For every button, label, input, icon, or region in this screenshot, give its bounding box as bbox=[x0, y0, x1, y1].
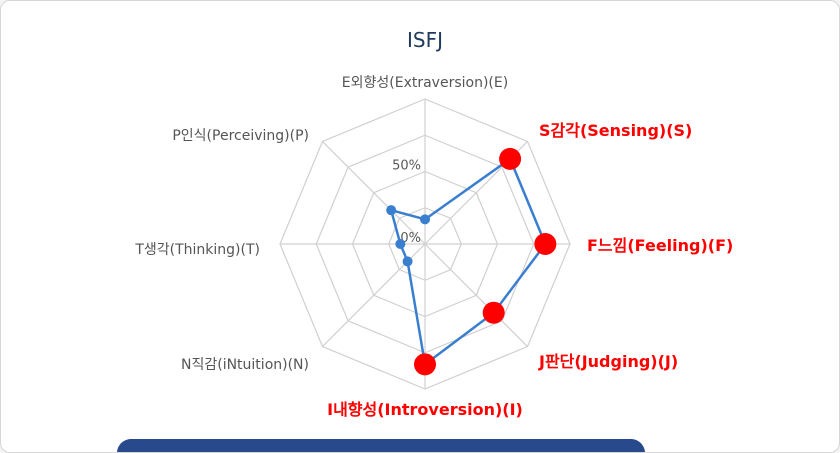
grid-spoke bbox=[322, 141, 426, 245]
radial-tick-labels: 0% 50% bbox=[392, 159, 421, 247]
axis-label: J판단(Judging)(J) bbox=[538, 352, 678, 371]
axis-label: N직감(iNtuition)(N) bbox=[181, 357, 309, 373]
axis-label: E외향성(Extraversion)(E) bbox=[342, 75, 508, 91]
data-point bbox=[414, 353, 436, 376]
radial-tick-label: 50% bbox=[392, 159, 421, 174]
bottom-bar bbox=[117, 439, 645, 452]
axis-labels: E외향성(Extraversion)(E) S감각(Sensing)(S) F느낌(… bbox=[134, 75, 733, 419]
data-point bbox=[534, 233, 557, 255]
chart-title: ISFJ bbox=[407, 28, 443, 52]
radial-tick-label: 0% bbox=[400, 231, 421, 246]
data-point bbox=[499, 147, 522, 170]
data-point bbox=[386, 205, 397, 216]
series-line bbox=[389, 157, 547, 366]
radar-grid bbox=[279, 98, 571, 390]
axis-label: S감각(Sensing)(S) bbox=[539, 121, 692, 140]
axis-label: T생각(Thinking)(T) bbox=[134, 242, 260, 258]
data-point bbox=[482, 301, 505, 324]
axis-label: I내향성(Introversion)(I) bbox=[327, 400, 523, 419]
data-point bbox=[420, 214, 430, 225]
grid-spoke bbox=[424, 243, 528, 347]
data-point bbox=[395, 239, 406, 249]
axis-label: F느낌(Feeling)(F) bbox=[587, 236, 733, 255]
data-point bbox=[402, 256, 413, 267]
radar-series bbox=[386, 147, 557, 376]
axis-label: P인식(Perceiving)(P) bbox=[172, 128, 309, 144]
